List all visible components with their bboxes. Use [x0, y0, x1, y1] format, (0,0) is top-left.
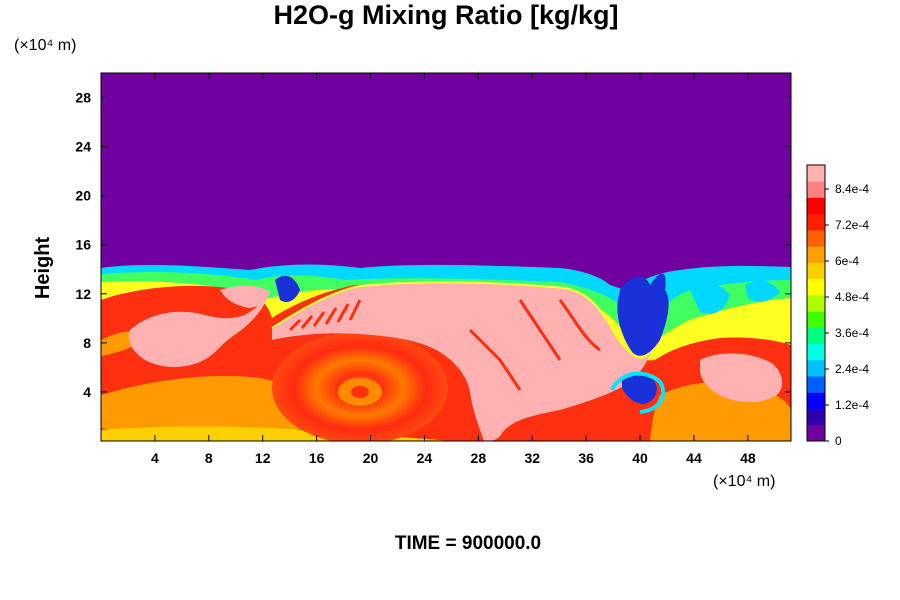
lower-blue-swirl	[622, 373, 657, 404]
y-tick-label: 12	[75, 286, 91, 302]
x-tick-label: 28	[471, 450, 487, 466]
pink-anvil-right-lobe	[700, 353, 783, 403]
y-tick-label: 16	[75, 237, 91, 253]
blue-intrusion-right	[617, 273, 669, 356]
pink-anvil-left-lobe	[128, 289, 270, 368]
y-axis-unit: (×10⁴ m)	[14, 37, 76, 54]
time-label: TIME = 900000.0	[395, 533, 541, 554]
y-tick-label: 4	[83, 384, 91, 400]
x-tick-label: 8	[205, 450, 213, 466]
colorbar-segment	[807, 376, 825, 393]
x-axis-ticks: 4 8 12 16 20 24 28 32 36 40 44 48	[151, 73, 756, 466]
x-tick-label: 36	[578, 450, 594, 466]
colorbar-ticks: 0 1.2e-4 2.4e-4 3.6e-4 4.8e-4 6e-4 7.2e-4 8.4e-…	[825, 182, 869, 448]
x-tick-label: 32	[524, 450, 540, 466]
x-tick-label: 24	[417, 450, 433, 466]
y-axis-label: Height	[32, 237, 54, 300]
x-tick-label: 4	[151, 450, 159, 466]
anvil-streaks	[288, 299, 601, 391]
x-tick-label: 16	[309, 450, 325, 466]
colorbar-segment	[807, 424, 825, 442]
cyan-filament-far-right	[745, 280, 780, 302]
cyan-filament-right	[690, 283, 730, 315]
colorbar-tick-label: 4.8e-4	[835, 290, 869, 304]
y-tick-label: 24	[75, 139, 91, 155]
colorbar-segment	[807, 278, 825, 296]
blue-intrusion-left	[275, 275, 300, 302]
x-tick-label: 20	[363, 450, 379, 466]
colorbar-segment	[807, 359, 825, 377]
colorbar-segment	[807, 229, 825, 247]
colorbar-segment	[807, 246, 825, 263]
y-tick-label: 28	[75, 90, 91, 106]
x-tick-label: 12	[255, 450, 271, 466]
colorbar-tick-label: 3.6e-4	[835, 326, 869, 340]
plot-frame	[100, 72, 792, 442]
lower-cyan-swirl	[610, 371, 666, 414]
colorbar-segment	[807, 327, 825, 345]
colorbar-tick-label: 2.4e-4	[835, 362, 869, 376]
y-tick-label: 20	[75, 188, 91, 204]
x-tick-label: 44	[686, 450, 702, 466]
colorbar-segment	[807, 294, 825, 312]
y-axis-ticks: 4 8 12 16 20 24 28	[75, 90, 791, 400]
colorbar-tick-label: 1.2e-4	[835, 398, 869, 412]
colorbar-frame	[806, 164, 826, 442]
colorbar-tick-label: 7.2e-4	[835, 218, 869, 232]
colorbar-segment	[807, 311, 825, 328]
y-tick-label: 8	[83, 335, 91, 351]
chart-title: H2O-g Mixing Ratio [kg/kg]	[273, 0, 618, 30]
x-axis-unit: (×10⁴ m)	[713, 473, 775, 490]
colorbar-segment	[807, 165, 825, 182]
anvil-top-rim	[271, 281, 607, 329]
heatmap-field	[101, 73, 791, 441]
colorbar-segment	[807, 408, 825, 426]
pink-anvil-main	[272, 282, 652, 441]
x-tick-label: 40	[632, 450, 648, 466]
vortex-core-inner	[351, 386, 369, 398]
pink-anvil-outer-lobe	[220, 285, 270, 308]
colorbar-tick-label: 8.4e-4	[835, 182, 869, 196]
colorbar	[807, 165, 825, 442]
colorbar-segment	[807, 392, 825, 410]
x-tick-label: 48	[740, 450, 756, 466]
colorbar-tick-label: 6e-4	[835, 254, 859, 268]
colorbar-tick-label: 0	[835, 434, 842, 448]
colorbar-segment	[807, 213, 825, 231]
colorbar-segment	[807, 181, 825, 198]
colorbar-segment	[807, 343, 825, 361]
colorbar-segment	[807, 262, 825, 280]
colorbar-segment	[807, 197, 825, 215]
